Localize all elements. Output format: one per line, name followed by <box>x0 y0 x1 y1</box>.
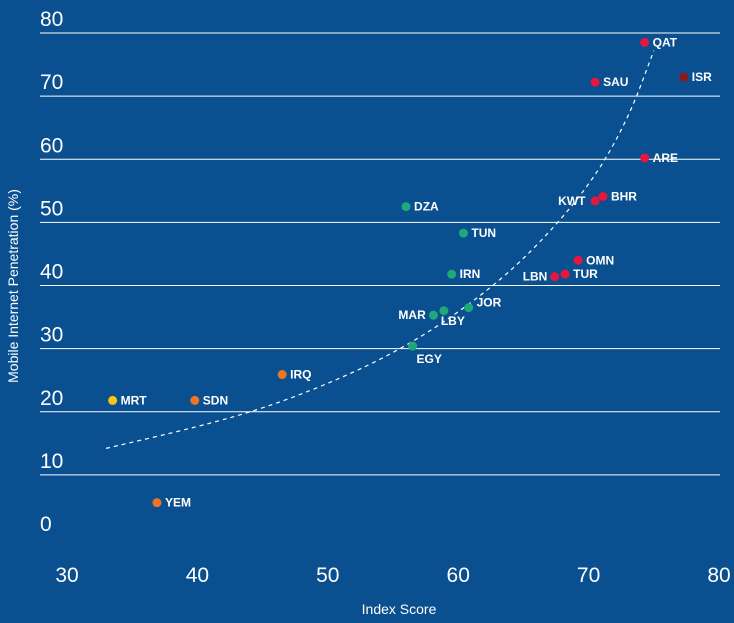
point-label-irq: IRQ <box>290 368 311 382</box>
point-are <box>640 153 649 162</box>
point-label-tun: TUN <box>471 226 496 240</box>
point-lbn <box>550 272 559 281</box>
point-label-bhr: BHR <box>611 189 637 203</box>
point-label-jor: JOR <box>477 296 502 310</box>
point-qat <box>640 38 649 47</box>
point-label-qat: QAT <box>653 35 678 49</box>
point-yem <box>152 498 161 507</box>
point-mar <box>429 311 438 320</box>
point-label-sau: SAU <box>603 75 628 89</box>
point-label-irn: IRN <box>460 267 481 281</box>
y-tick-label: 30 <box>40 324 63 347</box>
point-tun <box>459 229 468 238</box>
point-label-are: ARE <box>653 151 678 165</box>
x-tick-label: 60 <box>447 564 470 587</box>
y-tick-label: 60 <box>40 134 63 157</box>
point-label-sdn: SDN <box>203 393 228 407</box>
trend-line <box>106 51 654 449</box>
point-mrt <box>108 396 117 405</box>
point-label-lbn: LBN <box>523 270 548 284</box>
x-tick-label: 40 <box>186 564 209 587</box>
x-axis-ticks: 30 40 50 60 70 80 <box>55 564 730 587</box>
y-axis-ticks: 0 10 20 30 40 50 60 70 80 <box>40 8 63 536</box>
point-label-egy: EGY <box>417 352 442 366</box>
x-tick-label: 30 <box>55 564 78 587</box>
point-bhr <box>598 192 607 201</box>
point-sdn <box>190 396 199 405</box>
point-label-omn: OMN <box>586 253 614 267</box>
point-label-tur: TUR <box>573 267 598 281</box>
grid-lines <box>40 33 720 475</box>
point-label-mrt: MRT <box>121 393 148 407</box>
point-tur <box>561 270 570 279</box>
x-tick-label: 50 <box>316 564 339 587</box>
point-kwt <box>591 196 600 205</box>
point-label-kwt: KWT <box>558 194 586 208</box>
y-tick-label: 50 <box>40 197 63 220</box>
y-tick-label: 0 <box>40 513 52 536</box>
x-tick-label: 70 <box>577 564 600 587</box>
point-sau <box>591 78 600 87</box>
y-tick-label: 10 <box>40 450 63 473</box>
point-irn <box>447 270 456 279</box>
point-egy <box>408 342 417 351</box>
point-dza <box>402 202 411 211</box>
x-axis-label: Index Score <box>362 601 437 617</box>
y-tick-label: 20 <box>40 387 63 410</box>
point-label-lby: LBY <box>441 314 465 328</box>
point-label-yem: YEM <box>165 496 191 510</box>
point-jor <box>464 303 473 312</box>
point-label-isr: ISR <box>692 70 712 84</box>
point-omn <box>574 256 583 265</box>
x-tick-label: 80 <box>707 564 730 587</box>
y-tick-label: 40 <box>40 261 63 284</box>
point-irq <box>278 370 287 379</box>
y-tick-label: 80 <box>40 8 63 31</box>
y-tick-label: 70 <box>40 71 63 94</box>
point-label-dza: DZA <box>414 200 439 214</box>
point-label-mar: MAR <box>398 308 426 322</box>
y-axis-label: Mobile Internet Penetration (%) <box>5 189 21 383</box>
point-isr <box>679 73 688 82</box>
